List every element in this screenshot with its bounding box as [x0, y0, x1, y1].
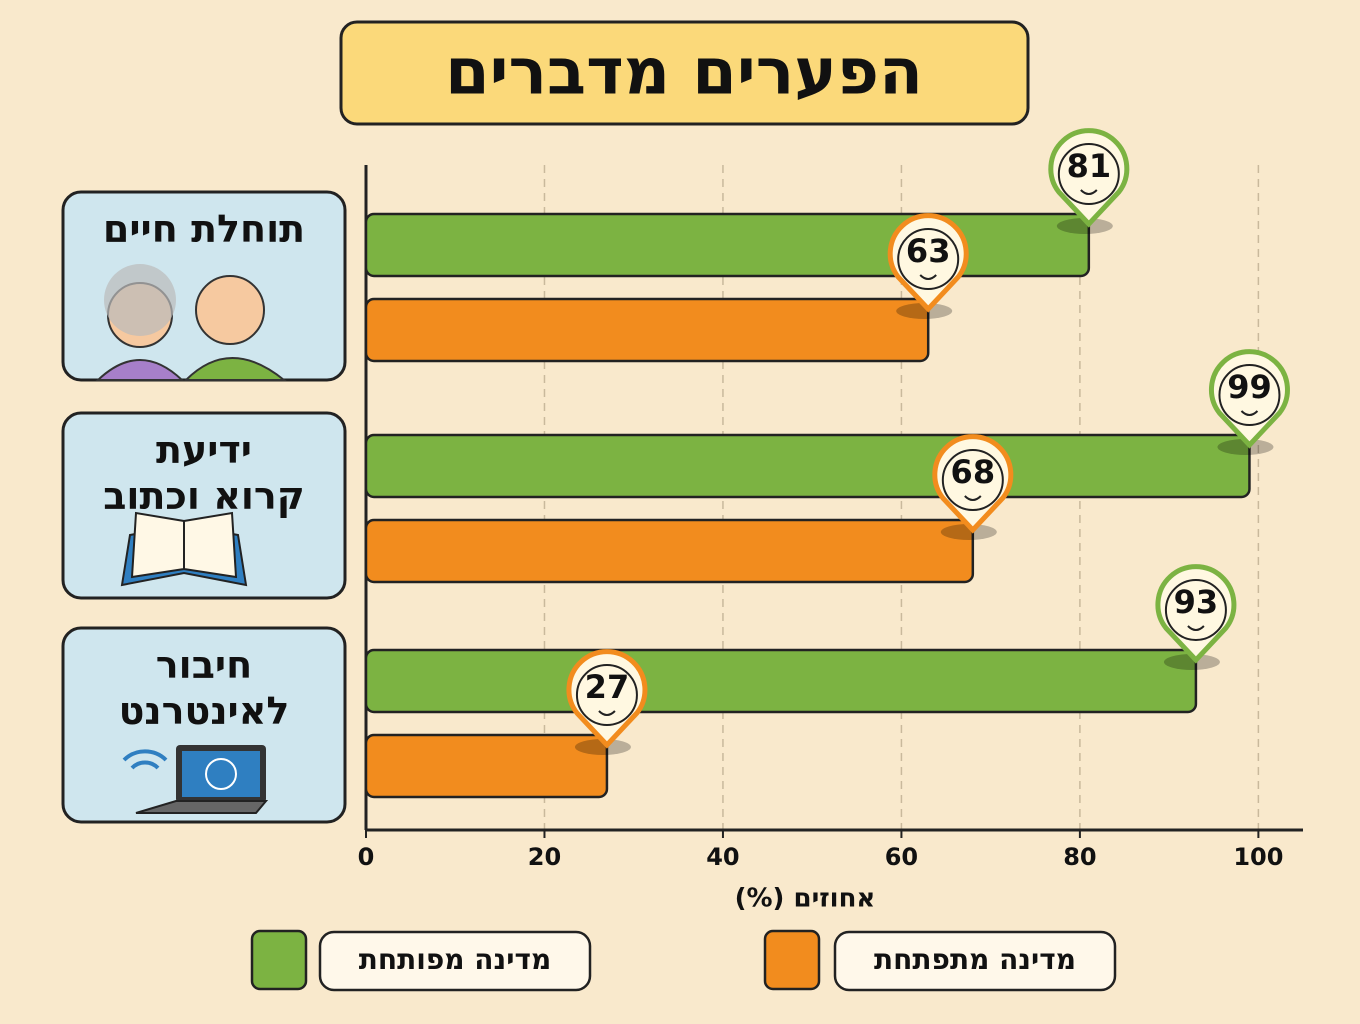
x-axis-label: אחוזים (%) — [735, 884, 876, 914]
legend-swatch — [250, 929, 308, 991]
x-tick-label: 80 — [1063, 843, 1096, 871]
x-tick-label: 0 — [358, 843, 375, 871]
category-label-box: תוחלת חיים — [102, 207, 306, 251]
x-tick-label: 60 — [885, 843, 918, 871]
value-label: 68 — [951, 453, 996, 491]
bar — [364, 648, 1198, 714]
category-icon — [120, 511, 248, 587]
value-label: 93 — [1174, 583, 1219, 621]
value-label: 27 — [585, 668, 630, 706]
pin-smile — [1240, 410, 1259, 416]
x-tick-label: 20 — [528, 843, 561, 871]
x-tick-label: 100 — [1233, 843, 1283, 871]
category-label: תוחלת חיים — [102, 207, 306, 251]
bar — [364, 518, 975, 584]
bar — [364, 433, 1251, 499]
category-box — [61, 626, 347, 824]
pin-shadow — [896, 303, 953, 319]
pin-inner — [575, 664, 638, 726]
legend-box — [833, 930, 1117, 992]
pin-shadow — [1217, 439, 1274, 455]
bar — [364, 297, 930, 363]
legend-label: מדינה מתפתחת — [874, 943, 1076, 976]
pin-inner — [941, 449, 1004, 511]
pin-smile — [598, 710, 616, 716]
legend-box — [318, 930, 592, 992]
pin-shadow — [574, 739, 631, 755]
value-label: 63 — [906, 232, 951, 270]
pin-inner — [897, 228, 960, 290]
category-label-box: ידיעת קרוא וכתוב — [103, 428, 305, 518]
pin-shadow — [1056, 218, 1113, 234]
value-label: 81 — [1067, 147, 1112, 185]
category-icon — [122, 745, 269, 814]
pin-shadow — [1163, 654, 1220, 670]
category-label: ידיעת קרוא וכתוב — [103, 428, 305, 518]
category-icon — [95, 264, 287, 381]
pin-inner — [1164, 579, 1227, 641]
x-tick-label: 40 — [706, 843, 739, 871]
pin-inner — [1218, 364, 1281, 426]
pin-shadow — [940, 524, 997, 540]
pin-smile — [964, 495, 982, 501]
bar — [364, 733, 609, 799]
pin-smile — [1187, 625, 1205, 631]
pin-inner — [1057, 143, 1120, 205]
value-label: 99 — [1227, 368, 1272, 406]
title-box — [339, 20, 1030, 126]
pin-smile — [1080, 189, 1098, 195]
category-label-box: חיבור לאינטרנט — [118, 643, 290, 733]
bar — [364, 212, 1091, 278]
category-label: חיבור לאינטרנט — [118, 643, 290, 733]
chart-title: הפערים מדברים — [445, 36, 923, 110]
legend-label: מדינה מפותחת — [359, 943, 551, 976]
legend-swatch — [763, 929, 821, 991]
pin-smile — [919, 274, 937, 280]
